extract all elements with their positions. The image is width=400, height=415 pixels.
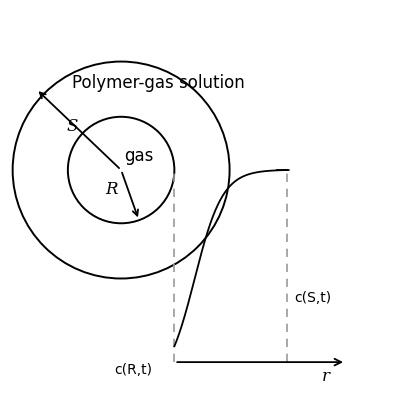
Text: Polymer-gas solution: Polymer-gas solution xyxy=(72,74,245,92)
Text: c(S,t): c(S,t) xyxy=(295,291,332,305)
Text: c(R,t): c(R,t) xyxy=(115,363,153,377)
Text: S: S xyxy=(66,118,78,135)
Text: gas: gas xyxy=(124,147,154,165)
Text: r: r xyxy=(322,368,330,385)
Text: R: R xyxy=(105,181,118,198)
